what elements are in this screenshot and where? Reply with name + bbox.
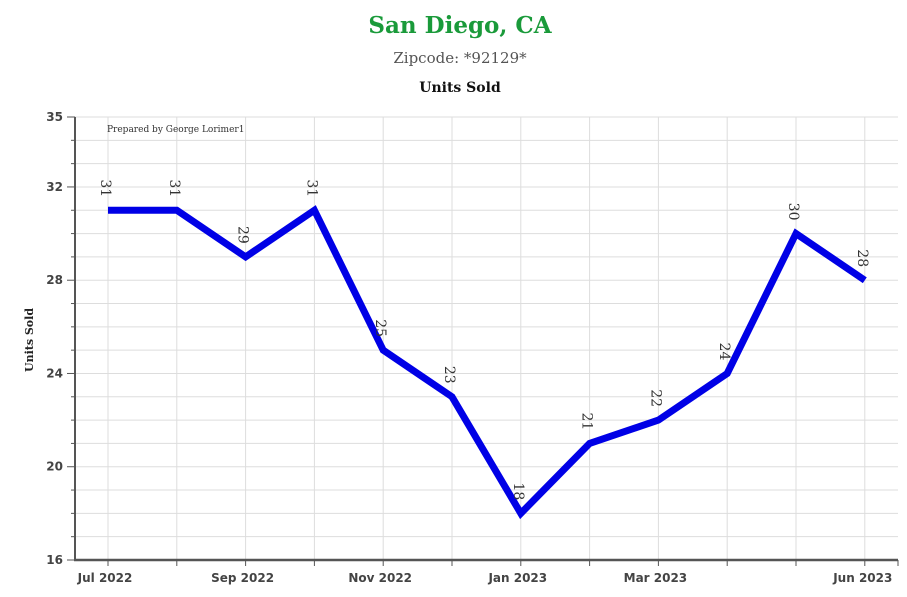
- data-label: 28: [854, 249, 870, 267]
- data-label: 21: [579, 413, 595, 431]
- data-label: 25: [372, 319, 388, 337]
- data-labels: 31 31 29 31 25 23 18 21 22 24 30 28: [97, 179, 870, 500]
- y-tick-label: 20: [46, 460, 63, 474]
- y-tick-label: 28: [46, 273, 63, 287]
- x-tick-label: Jan 2023: [487, 571, 547, 585]
- series-line: [108, 205, 867, 520]
- data-label: 22: [647, 389, 663, 407]
- chart-metric-title: Units Sold: [419, 80, 501, 96]
- x-tick-label: Jun 2023: [832, 571, 892, 585]
- data-label: 30: [785, 203, 801, 221]
- gridlines: [75, 116, 898, 561]
- y-axis-label: Units Sold: [23, 308, 36, 372]
- credit-note: Prepared by George Lorimer1: [107, 125, 244, 135]
- y-tick-label: 35: [46, 110, 63, 124]
- x-tick-label: Jul 2022: [77, 571, 133, 585]
- y-tick-label: 24: [46, 366, 63, 380]
- chart-subtitle: Zipcode: *92129*: [393, 49, 527, 67]
- y-tick-label: 32: [46, 180, 63, 194]
- y-tick-label: 16: [46, 553, 63, 567]
- data-label: 23: [441, 366, 457, 384]
- x-tick-label: Sep 2022: [211, 571, 274, 585]
- x-tick-label: Mar 2023: [624, 571, 688, 585]
- data-label: 31: [166, 179, 182, 197]
- axes: 16 20 24 28 32 35 Jul 2022 Sep 2022 Nov 2022 Jan …: [46, 110, 899, 585]
- data-label: 31: [97, 179, 113, 197]
- data-label: 24: [716, 343, 732, 361]
- series-group: [107, 205, 867, 520]
- data-label: 18: [510, 482, 526, 500]
- x-tick-label: Nov 2022: [348, 571, 412, 585]
- chart-title: San Diego, CA: [368, 12, 552, 39]
- data-label: 29: [235, 226, 251, 244]
- data-label: 31: [303, 179, 319, 197]
